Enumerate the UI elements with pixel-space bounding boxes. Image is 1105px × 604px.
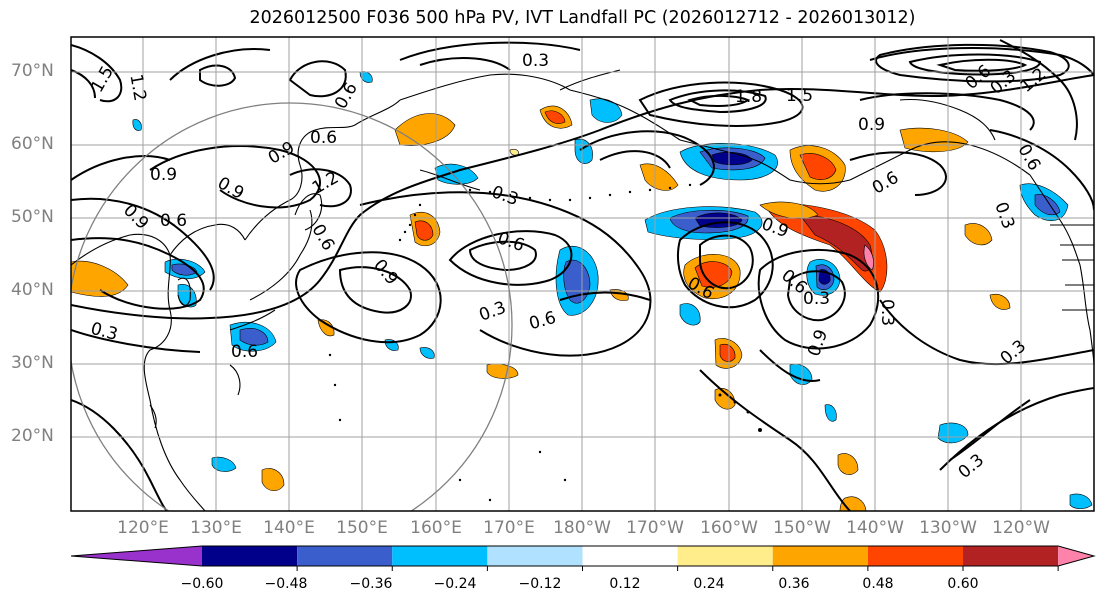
colorbar-segment: [582, 546, 678, 566]
contour-label: 0.3: [522, 51, 549, 71]
map-title: 2026012500 F036 500 hPa PV, IVT Landfall…: [249, 8, 916, 28]
colorbar-tick-label: −0.36: [349, 576, 393, 592]
lat-label-60n: 60°N: [11, 134, 54, 154]
graticule: [71, 37, 1094, 511]
lon-label: 150°W: [773, 518, 831, 538]
colorbar-tick-label: 0.36: [778, 576, 810, 592]
lon-label: 130°E: [190, 518, 242, 538]
colorbar-tick-label: −0.48: [264, 576, 308, 592]
lon-label: 170°W: [626, 518, 684, 538]
contour-label: 1.5: [786, 86, 813, 106]
lon-label: 180°W: [553, 518, 611, 538]
contour-label: 1.8: [735, 87, 762, 107]
colorbar-outline: [70, 545, 1096, 567]
contour-label: 0.6: [231, 342, 258, 362]
lat-label-40n: 40°N: [11, 280, 54, 300]
lat-label-20n: 20°N: [11, 426, 54, 446]
islands: [328, 183, 762, 502]
colorbar-tick-label: 0.48: [862, 576, 894, 592]
lon-label: 160°E: [410, 518, 462, 538]
lon-label: 120°W: [992, 518, 1050, 538]
colorbar-tick-label: −0.24: [433, 576, 477, 592]
contour-label: 0.6: [310, 128, 337, 148]
colorbar-tick-label: 0.12: [609, 576, 641, 592]
colorbar: [70, 545, 1096, 571]
colorbar-segment: [963, 546, 1059, 566]
colorbar-tick-label: 0.24: [693, 576, 725, 592]
contour-label: 0.9: [150, 165, 177, 185]
map-panel: 0.3 1.5 1.2 0.6 1.8 1.5 0.9 0.6 0.9 0.9 …: [70, 36, 1095, 512]
range-circle: [71, 102, 513, 511]
contour-label: 1.2: [125, 73, 149, 103]
lon-label: 140°E: [263, 518, 315, 538]
contour-label: 0.9: [858, 115, 885, 135]
coastlines: [71, 69, 1094, 511]
colorbar-tick-label: 0.60: [947, 576, 979, 592]
lat-label-50n: 50°N: [11, 207, 54, 227]
colorbar-tick-label: −0.12: [518, 576, 562, 592]
colorbar-segment: [392, 546, 488, 566]
lon-label: 140°W: [846, 518, 904, 538]
colorbar-segment: [772, 546, 868, 566]
lon-label: 120°E: [117, 518, 169, 538]
lon-label: 160°W: [700, 518, 758, 538]
colorbar-segment: [71, 546, 202, 566]
contour-label: 0.6: [160, 211, 187, 231]
contour-label: 0.3: [877, 299, 897, 326]
colorbar-tick-label: −0.60: [180, 576, 224, 592]
colorbar-segment: [1058, 546, 1094, 566]
lon-label: 170°E: [483, 518, 535, 538]
colorbar-segment: [297, 546, 393, 566]
colorbar-segment: [867, 546, 963, 566]
colorbar-segment: [487, 546, 583, 566]
colorbar-segment: [677, 546, 773, 566]
lat-label-70n: 70°N: [11, 61, 54, 81]
lon-label: 150°E: [336, 518, 388, 538]
lat-label-30n: 30°N: [11, 353, 54, 373]
lon-label: 130°W: [919, 518, 977, 538]
colorbar-segment: [202, 546, 298, 566]
contour-label: 0.3: [803, 289, 830, 309]
